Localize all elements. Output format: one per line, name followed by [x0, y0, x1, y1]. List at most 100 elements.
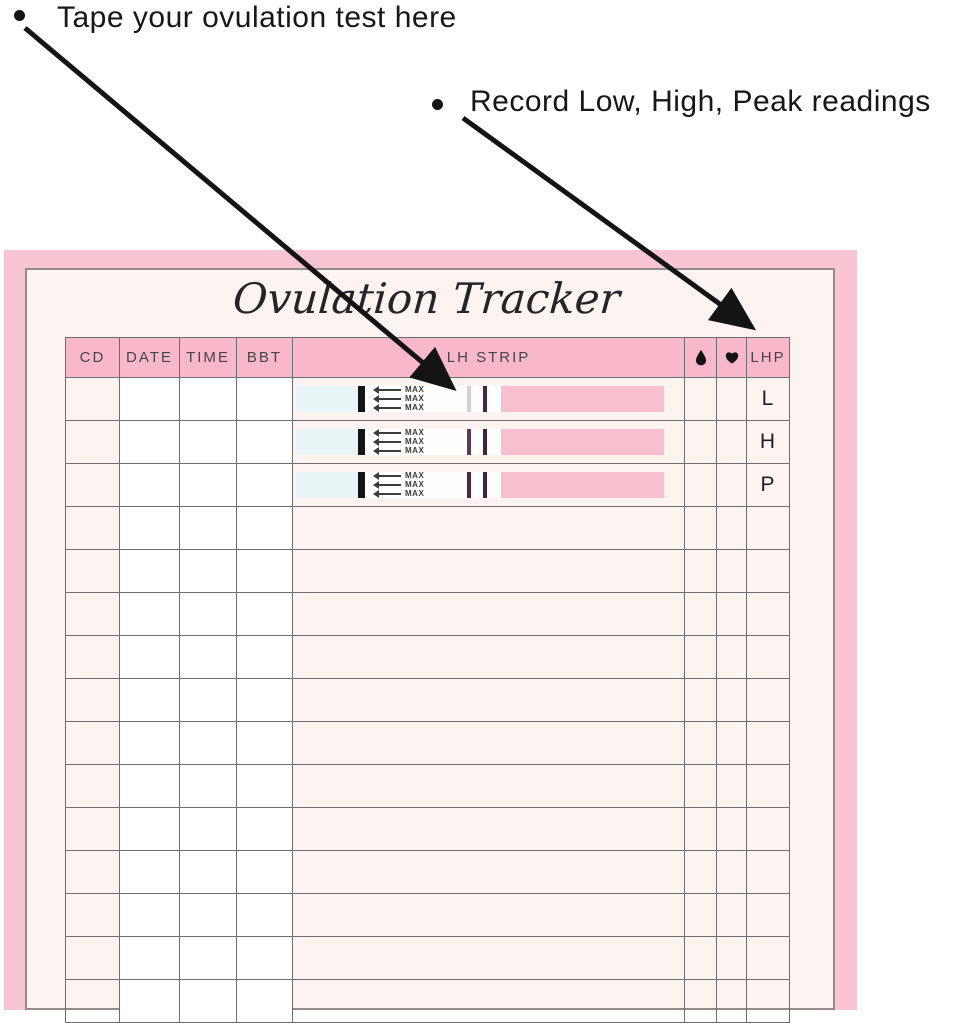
cell-bbt	[237, 378, 293, 421]
cell-cd	[66, 550, 120, 593]
cell-date	[120, 679, 180, 722]
table-row	[66, 593, 790, 636]
lh-test-strip-low: MAX MAX MAX	[296, 386, 664, 412]
cell-time	[180, 636, 237, 679]
cell-blood	[685, 722, 717, 765]
cell-bbt	[237, 550, 293, 593]
max-marking-row: MAX	[373, 490, 447, 498]
strip-absorbent-tip	[296, 429, 358, 455]
cell-lhp	[747, 679, 790, 722]
cell-bbt	[237, 851, 293, 894]
cell-heart	[717, 722, 747, 765]
strip-pink-pad	[501, 386, 664, 412]
cell-blood	[685, 550, 717, 593]
left-arrow-icon	[373, 438, 401, 446]
droplet-icon	[695, 349, 706, 365]
cell-lh	[293, 722, 685, 765]
cell-blood	[685, 894, 717, 937]
heart-icon	[725, 352, 738, 364]
table-row	[66, 894, 790, 937]
strip-window-gap	[447, 472, 467, 498]
cell-heart	[717, 464, 747, 507]
left-arrow-icon	[373, 386, 401, 394]
cell-date	[120, 507, 180, 550]
lhp-value: L	[761, 387, 775, 410]
cell-heart	[717, 765, 747, 808]
cell-bbt	[237, 421, 293, 464]
max-label: MAX	[405, 446, 425, 455]
table-row	[66, 507, 790, 550]
cell-lhp	[747, 851, 790, 894]
left-arrow-icon	[373, 481, 401, 489]
cell-time	[180, 593, 237, 636]
strip-control-line	[483, 429, 487, 455]
max-marking-row: MAX	[373, 428, 447, 437]
cell-lh	[293, 980, 685, 1023]
cell-bbt	[237, 507, 293, 550]
cell-date	[120, 980, 180, 1023]
cell-cd	[66, 851, 120, 894]
lhp-value: H	[759, 430, 777, 453]
max-marking-row: MAX	[373, 386, 447, 394]
cell-time	[180, 937, 237, 980]
cell-heart	[717, 421, 747, 464]
max-label: MAX	[405, 394, 425, 403]
page-title: Ovulation Tracker	[231, 274, 622, 323]
table-row	[66, 765, 790, 808]
cell-bbt	[237, 722, 293, 765]
cell-bbt	[237, 765, 293, 808]
cell-lhp	[747, 937, 790, 980]
max-marking-row: MAX	[373, 446, 447, 455]
max-label: MAX	[405, 437, 425, 446]
cell-heart	[717, 550, 747, 593]
header-lhp: LHP	[747, 338, 790, 378]
cell-date	[120, 550, 180, 593]
cell-lh: MAX MAX MAX	[293, 378, 685, 421]
strip-handle-bar	[358, 386, 365, 412]
cell-cd	[66, 378, 120, 421]
left-arrow-icon	[373, 490, 401, 498]
strip-pink-pad	[501, 472, 664, 498]
max-label: MAX	[405, 428, 425, 437]
cell-bbt	[237, 980, 293, 1023]
table-row	[66, 808, 790, 851]
cell-bbt	[237, 593, 293, 636]
cell-lhp: H	[747, 421, 790, 464]
cell-date	[120, 464, 180, 507]
cell-blood	[685, 378, 717, 421]
cell-bbt	[237, 636, 293, 679]
cell-lh	[293, 507, 685, 550]
cell-blood	[685, 765, 717, 808]
cell-time	[180, 980, 237, 1023]
cell-bbt	[237, 894, 293, 937]
table-row	[66, 550, 790, 593]
cell-heart	[717, 593, 747, 636]
cell-lhp	[747, 894, 790, 937]
cell-lhp: L	[747, 378, 790, 421]
cell-time	[180, 722, 237, 765]
annotation-record-readings: Record Low, High, Peak readings	[470, 85, 931, 118]
cell-lhp	[747, 593, 790, 636]
cell-date	[120, 636, 180, 679]
cell-cd	[66, 636, 120, 679]
cell-cd	[66, 507, 120, 550]
cell-date	[120, 765, 180, 808]
cell-time	[180, 894, 237, 937]
header-heart	[717, 338, 747, 378]
table-row	[66, 937, 790, 980]
strip-max-markings: MAX MAX MAX	[365, 472, 447, 498]
max-label: MAX	[405, 471, 425, 480]
cell-blood	[685, 937, 717, 980]
cell-time	[180, 679, 237, 722]
max-marking-row: MAX	[373, 437, 447, 446]
cell-date	[120, 808, 180, 851]
cell-date	[120, 851, 180, 894]
strip-line-gap	[487, 386, 501, 412]
strip-absorbent-tip	[296, 386, 358, 412]
cell-heart	[717, 679, 747, 722]
strip-pink-pad	[501, 429, 664, 455]
strip-max-markings: MAX MAX MAX	[365, 429, 447, 455]
strip-control-line	[483, 386, 487, 412]
cell-date	[120, 894, 180, 937]
cell-lh	[293, 636, 685, 679]
